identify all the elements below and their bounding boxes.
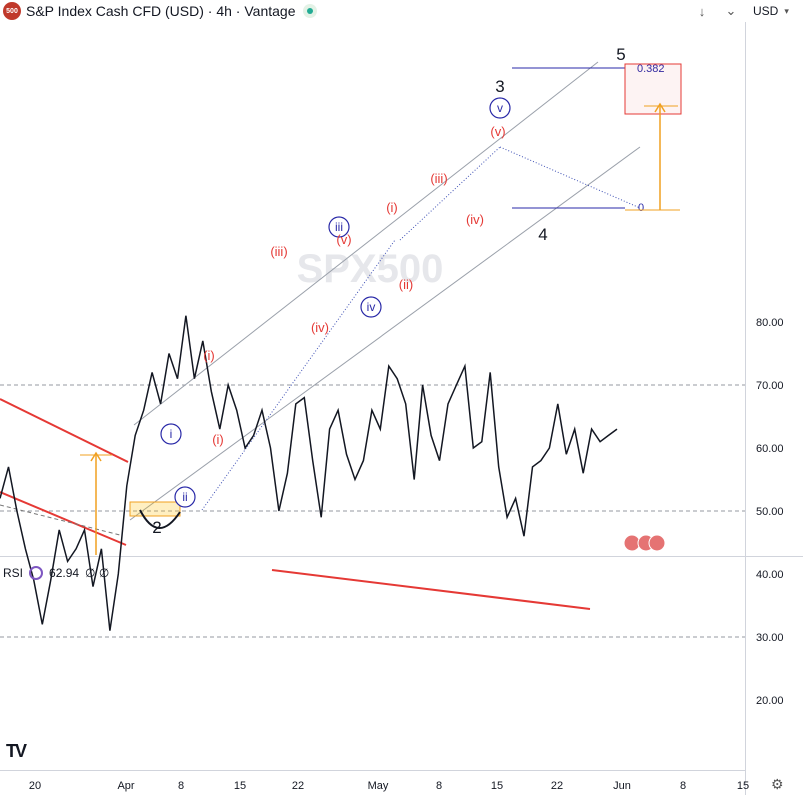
- wave-label-blue: iv: [367, 300, 376, 314]
- projection-arrowhead: [654, 102, 666, 113]
- wave-label-red: (ii): [399, 277, 413, 292]
- time-tick-label: 22: [292, 780, 304, 792]
- chart-header: 500 S&P Index Cash CFD (USD) · 4h · Vant…: [0, 0, 745, 22]
- currency-label: USD: [753, 4, 779, 18]
- symbol-logo[interactable]: 500: [3, 2, 21, 20]
- arrow-down-icon[interactable]: ↓: [698, 3, 706, 19]
- wave-circle: [360, 296, 382, 318]
- time-tick-label: 8: [178, 780, 184, 792]
- wedge-lower-line: [0, 491, 127, 546]
- wave-label-red: (iii): [430, 171, 447, 186]
- wave2-curve: [139, 509, 181, 529]
- rsi-tick-label: 70.00: [756, 380, 784, 392]
- rsi-tick-label: 40.00: [756, 569, 784, 581]
- wave-label-blue: v: [497, 101, 503, 115]
- symbol-title[interactable]: S&P Index Cash CFD (USD) · 4h · Vantage: [26, 3, 296, 19]
- wave-label-red: (i): [386, 200, 398, 215]
- wave-circle: [489, 97, 511, 119]
- wave-dotted-line: [499, 146, 641, 209]
- wave-label-red: (iii): [270, 244, 287, 259]
- wedge-upper-line: [0, 398, 129, 463]
- wave-circle: [328, 216, 350, 238]
- wave-label-red: (iv): [311, 320, 329, 335]
- rsi-line: [0, 315, 618, 631]
- gear-icon[interactable]: ⚙: [771, 776, 784, 792]
- wave-label-blue: iii: [335, 220, 343, 234]
- channel-lower-line: [129, 146, 641, 521]
- rsi-label[interactable]: RSI: [3, 566, 24, 580]
- wave2-zone-box: [129, 501, 181, 517]
- hide-panel-icon[interactable]: ⌄: [725, 3, 737, 18]
- rsi-tick-label: 30.00: [756, 632, 784, 644]
- wave-label-blue: i: [170, 427, 173, 441]
- time-tick-label: Jun: [613, 780, 631, 792]
- rsi-tick-label: 20.00: [756, 695, 784, 707]
- rsi-settings-icon[interactable]: [29, 566, 44, 580]
- wave-label-blue: ii: [182, 490, 187, 504]
- rsi-divergence-line: [271, 569, 591, 610]
- time-tick-label: 15: [737, 780, 749, 792]
- wave-dotted-line: [399, 146, 501, 241]
- time-tick-label: 15: [491, 780, 503, 792]
- wave-label-black: 5: [616, 45, 625, 64]
- rsi-extra: ∅ ∅: [85, 566, 110, 580]
- wave-label-black: 4: [538, 225, 547, 244]
- wave-circle: [174, 486, 196, 508]
- time-tick-label: 8: [680, 780, 686, 792]
- channel-upper-line: [133, 61, 599, 426]
- time-tick-label: 22: [551, 780, 563, 792]
- rsi-legend: RSI 62.94 ∅ ∅: [3, 566, 109, 580]
- time-tick-label: 20: [29, 780, 41, 792]
- fib-upper-label: 0.382: [637, 63, 665, 75]
- early-projection-arrowhead: [90, 451, 102, 462]
- wave-circle: [160, 423, 182, 445]
- chevron-down-icon: ▾: [784, 5, 789, 16]
- wave-label-red: (i): [203, 348, 215, 363]
- tradingview-logo-icon[interactable]: TV: [6, 741, 27, 761]
- wave-label-red: (v): [490, 124, 505, 139]
- time-tick-label: Apr: [117, 780, 134, 792]
- wave-label-red: (iv): [466, 212, 484, 227]
- wave-label-black: 3: [495, 77, 504, 96]
- time-tick-label: May: [368, 780, 389, 792]
- wave-dotted-line: [201, 239, 396, 511]
- watermark-text: SPX500: [297, 247, 444, 291]
- wave-label-red: (v): [336, 232, 351, 247]
- rsi-value: 62.94: [49, 566, 80, 580]
- time-tick-label: 15: [234, 780, 246, 792]
- rsi-tick-label: 50.00: [756, 506, 784, 518]
- currency-selector[interactable]: USD ▾: [747, 0, 803, 22]
- rsi-tick-label: 60.00: [756, 443, 784, 455]
- market-open-icon: [303, 4, 318, 18]
- fib-lower-label: 0: [638, 202, 644, 214]
- rsi-tick-label: 80.00: [756, 317, 784, 329]
- event-flag-icon: [648, 534, 666, 552]
- wave-label-red: (i): [212, 432, 224, 447]
- time-tick-label: 8: [436, 780, 442, 792]
